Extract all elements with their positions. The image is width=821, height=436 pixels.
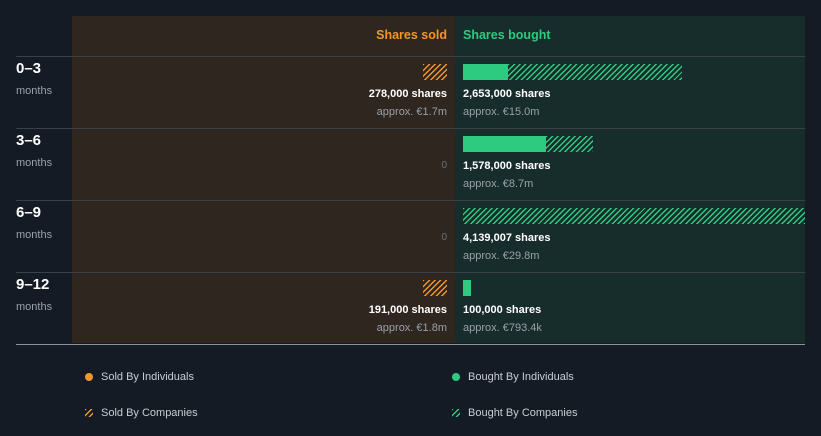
- orange-hatch-icon: [85, 409, 93, 417]
- shares-bought-header: Shares bought: [463, 28, 551, 42]
- sold-bar: [423, 64, 447, 80]
- bought-individuals-bar: [463, 280, 472, 296]
- bought-companies-bar: [545, 136, 594, 152]
- bought-shares-label: 4,139,007 shares: [463, 232, 551, 244]
- period-label: 3–6: [16, 132, 42, 149]
- row-divider: [16, 200, 805, 201]
- sold-panel: [72, 16, 455, 343]
- bought-shares-label: 2,653,000 shares: [463, 88, 551, 100]
- period-unit: months: [16, 157, 53, 169]
- legend-bought-companies: Bought By Companies: [452, 407, 577, 419]
- bought-approx-label: approx. €15.0m: [463, 106, 540, 118]
- bought-individuals-bar: [463, 136, 546, 152]
- sold-zero-label: 0: [441, 160, 447, 171]
- bought-individuals-bar: [463, 64, 509, 80]
- row-divider: [16, 56, 805, 57]
- bought-approx-label: approx. €793.4k: [463, 322, 542, 334]
- bought-companies-bar: [508, 64, 683, 80]
- sold-zero-label: 0: [441, 232, 447, 243]
- period-unit: months: [16, 229, 53, 241]
- period-label: 0–3: [16, 60, 42, 77]
- sold-shares-label: 191,000 shares: [368, 304, 447, 316]
- bought-approx-label: approx. €8.7m: [463, 178, 534, 190]
- bought-companies-bar: [463, 208, 805, 224]
- bought-shares-label: 1,578,000 shares: [463, 160, 551, 172]
- green-dot-icon: [452, 373, 460, 381]
- chart-baseline: [16, 344, 805, 345]
- shares-sold-header: Shares sold: [376, 28, 447, 42]
- period-label: 9–12: [16, 276, 50, 293]
- bought-approx-label: approx. €29.8m: [463, 250, 540, 262]
- row-divider: [16, 272, 805, 273]
- legend-sold-individuals: Sold By Individuals: [85, 371, 194, 383]
- period-unit: months: [16, 301, 53, 313]
- period-unit: months: [16, 85, 53, 97]
- orange-dot-icon: [85, 373, 93, 381]
- legend-sold-companies: Sold By Companies: [85, 407, 198, 419]
- sold-bar: [423, 280, 447, 296]
- sold-approx-label: approx. €1.7m: [376, 106, 447, 118]
- green-hatch-icon: [452, 409, 460, 417]
- bought-shares-label: 100,000 shares: [463, 304, 542, 316]
- row-divider: [16, 128, 805, 129]
- legend-bought-individuals: Bought By Individuals: [452, 371, 574, 383]
- period-label: 6–9: [16, 204, 42, 221]
- sold-shares-label: 278,000 shares: [368, 88, 447, 100]
- sold-approx-label: approx. €1.8m: [376, 322, 447, 334]
